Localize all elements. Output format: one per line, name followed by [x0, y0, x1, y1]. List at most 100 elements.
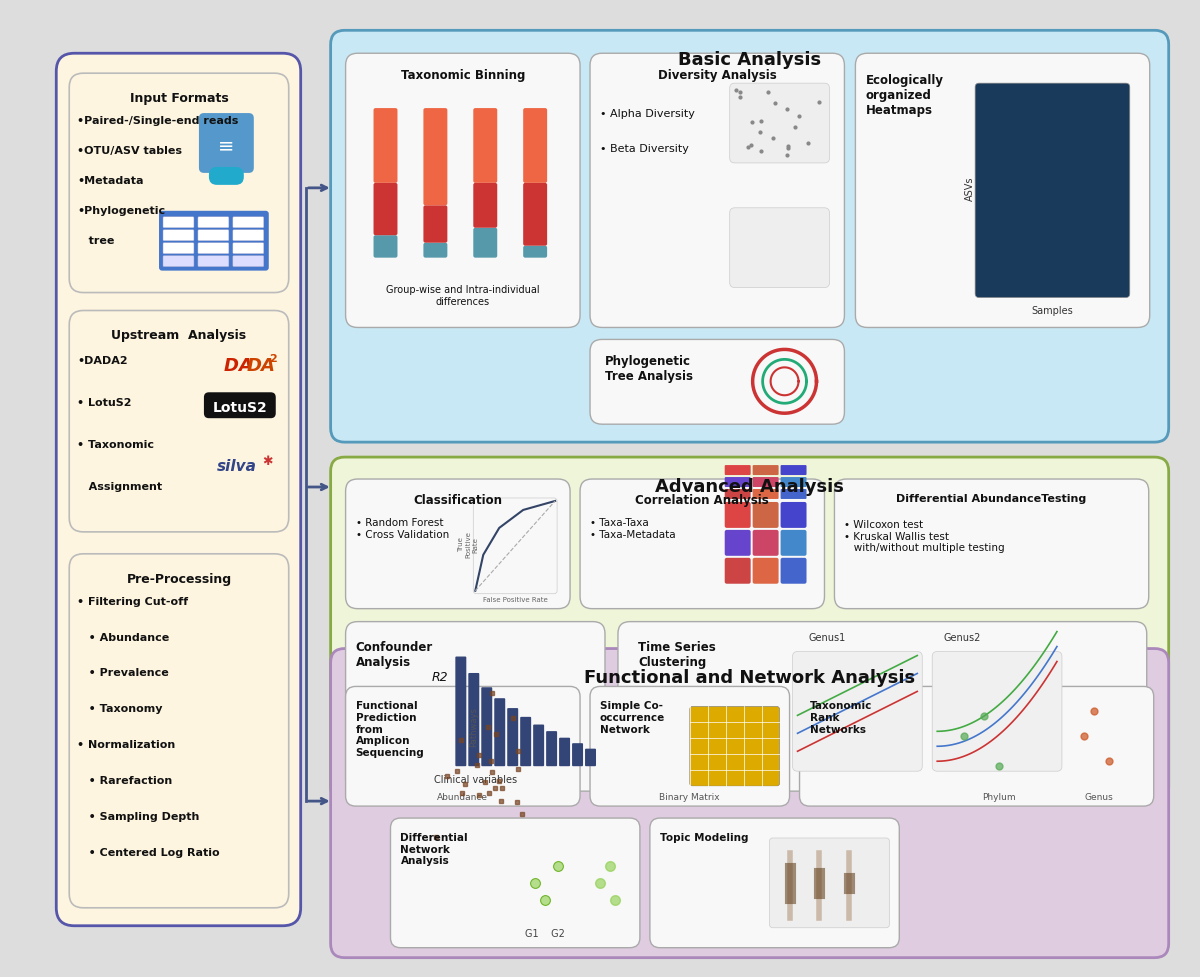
Text: Pathways: Pathways [469, 706, 478, 746]
Text: silva: silva [217, 458, 257, 473]
FancyBboxPatch shape [752, 466, 779, 476]
Text: •Metadata: •Metadata [77, 176, 144, 186]
FancyBboxPatch shape [730, 84, 829, 164]
FancyBboxPatch shape [730, 208, 829, 288]
FancyBboxPatch shape [373, 109, 397, 184]
FancyBboxPatch shape [473, 229, 497, 258]
Text: True
Positive
Rate: True Positive Rate [458, 531, 479, 558]
FancyBboxPatch shape [725, 558, 751, 584]
FancyBboxPatch shape [473, 184, 497, 229]
Text: Correlation Analysis: Correlation Analysis [635, 493, 769, 506]
FancyBboxPatch shape [346, 54, 580, 328]
FancyBboxPatch shape [546, 732, 557, 766]
FancyBboxPatch shape [424, 109, 448, 206]
FancyBboxPatch shape [856, 54, 1150, 328]
FancyBboxPatch shape [424, 206, 448, 243]
FancyBboxPatch shape [473, 109, 497, 184]
FancyBboxPatch shape [233, 231, 264, 241]
FancyBboxPatch shape [424, 243, 448, 258]
Text: •OTU/ASV tables: •OTU/ASV tables [77, 146, 182, 155]
FancyBboxPatch shape [520, 717, 532, 766]
Text: • Wilcoxon test
• Kruskal Wallis test
   with/without multiple testing: • Wilcoxon test • Kruskal Wallis test wi… [845, 520, 1006, 553]
Text: R2: R2 [432, 670, 449, 683]
Text: False Positive Rate: False Positive Rate [482, 596, 547, 602]
Text: Time Series
Clustering: Time Series Clustering [638, 640, 715, 668]
Text: •Phylogenetic: •Phylogenetic [77, 205, 166, 216]
FancyBboxPatch shape [70, 74, 289, 293]
Text: ≡: ≡ [217, 137, 234, 155]
FancyBboxPatch shape [346, 687, 580, 806]
FancyBboxPatch shape [618, 622, 1147, 791]
FancyBboxPatch shape [508, 708, 518, 766]
Text: • Beta Diversity: • Beta Diversity [600, 144, 689, 153]
FancyBboxPatch shape [233, 243, 264, 254]
FancyBboxPatch shape [163, 256, 194, 268]
Text: Differential AbundanceTesting: Differential AbundanceTesting [896, 493, 1087, 503]
FancyBboxPatch shape [769, 838, 889, 928]
FancyBboxPatch shape [233, 218, 264, 229]
Text: Simple Co-
occurrence
Network: Simple Co- occurrence Network [600, 701, 665, 734]
FancyBboxPatch shape [70, 312, 289, 532]
Text: •Paired-/Single-end reads: •Paired-/Single-end reads [77, 116, 239, 126]
Text: ✱: ✱ [262, 454, 272, 467]
FancyBboxPatch shape [70, 554, 289, 908]
Text: • Random Forest
• Cross Validation: • Random Forest • Cross Validation [355, 518, 449, 539]
Text: 2: 2 [269, 354, 276, 364]
Text: • Rarefaction: • Rarefaction [77, 776, 173, 786]
FancyBboxPatch shape [976, 84, 1129, 298]
FancyBboxPatch shape [373, 236, 397, 258]
FancyBboxPatch shape [752, 531, 779, 556]
FancyBboxPatch shape [572, 743, 583, 766]
Text: • Sampling Depth: • Sampling Depth [77, 811, 199, 822]
FancyBboxPatch shape [533, 725, 544, 766]
FancyBboxPatch shape [586, 749, 596, 766]
FancyBboxPatch shape [198, 243, 229, 254]
FancyBboxPatch shape [752, 558, 779, 584]
Text: Genus1: Genus1 [809, 632, 846, 642]
Text: Phylum: Phylum [983, 791, 1016, 801]
FancyBboxPatch shape [163, 218, 194, 229]
Text: Samples: Samples [1031, 305, 1073, 316]
FancyBboxPatch shape [752, 489, 779, 499]
Text: •DADA2: •DADA2 [77, 356, 128, 366]
FancyBboxPatch shape [160, 212, 269, 272]
Text: Diversity Analysis: Diversity Analysis [658, 69, 776, 82]
Text: Confounder
Analysis: Confounder Analysis [355, 640, 433, 668]
Text: Advanced Analysis: Advanced Analysis [655, 478, 844, 495]
FancyBboxPatch shape [481, 688, 492, 766]
FancyBboxPatch shape [455, 657, 467, 766]
Text: Genus: Genus [1085, 791, 1114, 801]
FancyBboxPatch shape [390, 818, 640, 948]
FancyBboxPatch shape [799, 687, 1153, 806]
Text: Abundance: Abundance [437, 791, 488, 801]
Text: Basic Analysis: Basic Analysis [678, 51, 821, 69]
Text: Taxonomic Binning: Taxonomic Binning [401, 69, 526, 82]
Text: DA: DA [224, 357, 259, 375]
FancyBboxPatch shape [792, 652, 923, 772]
FancyBboxPatch shape [650, 818, 899, 948]
Text: Topic Modeling: Topic Modeling [660, 832, 749, 842]
FancyBboxPatch shape [780, 558, 806, 584]
FancyBboxPatch shape [523, 109, 547, 184]
Text: Assignment: Assignment [77, 482, 162, 491]
Text: G1    G2: G1 G2 [526, 928, 565, 938]
FancyBboxPatch shape [580, 480, 824, 609]
Text: • Centered Log Ratio: • Centered Log Ratio [77, 847, 220, 857]
FancyBboxPatch shape [373, 184, 397, 236]
Text: • Filtering Cut-off: • Filtering Cut-off [77, 596, 188, 606]
Text: Functional and Network Analysis: Functional and Network Analysis [584, 669, 916, 687]
FancyBboxPatch shape [233, 256, 264, 268]
FancyBboxPatch shape [198, 218, 229, 229]
Text: • Taxa-Taxa
• Taxa-Metadata: • Taxa-Taxa • Taxa-Metadata [590, 518, 676, 539]
FancyBboxPatch shape [590, 687, 790, 806]
FancyBboxPatch shape [199, 114, 254, 174]
Text: Functional
Prediction
from
Amplicon
Sequencing: Functional Prediction from Amplicon Sequ… [355, 701, 425, 757]
FancyBboxPatch shape [494, 699, 505, 766]
FancyBboxPatch shape [932, 652, 1062, 772]
FancyBboxPatch shape [725, 466, 751, 476]
FancyBboxPatch shape [690, 706, 780, 786]
FancyBboxPatch shape [780, 502, 806, 529]
FancyBboxPatch shape [725, 502, 751, 529]
FancyBboxPatch shape [590, 54, 845, 328]
FancyBboxPatch shape [331, 31, 1169, 443]
